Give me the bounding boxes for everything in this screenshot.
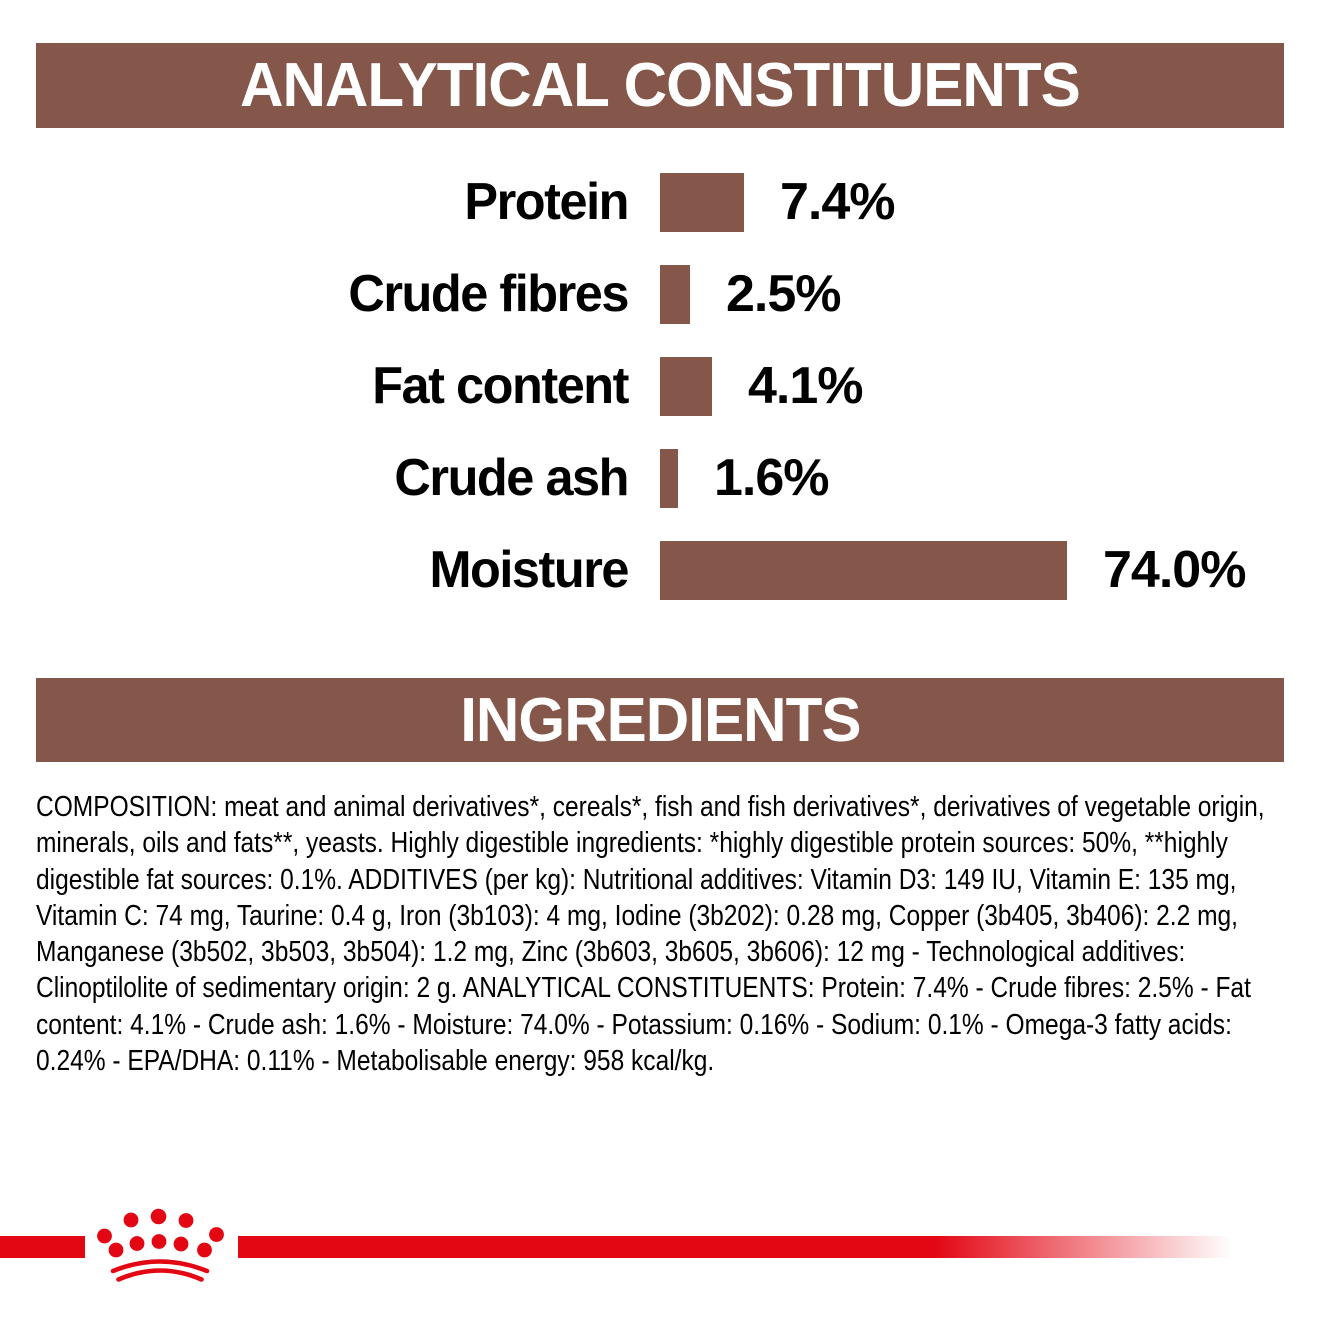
chart-bar (660, 172, 744, 232)
composition-text: COMPOSITION: meat and animal derivatives… (36, 791, 1265, 1078)
chart-row-protein: Protein 7.4% (36, 156, 1284, 248)
ingredients-header: INGREDIENTS (36, 678, 1284, 762)
chart-bar (660, 448, 678, 508)
analytical-constituents-title: ANALYTICAL CONSTITUENTS (240, 51, 1081, 120)
chart-row-fat-content: Fat content 4.1% (36, 340, 1284, 432)
chart-category-label: Crude ash (394, 449, 629, 507)
chart-row-crude-ash: Crude ash 1.6% (36, 432, 1284, 524)
chart-value-label: 74.0% (1103, 541, 1246, 599)
ingredients-title: INGREDIENTS (459, 685, 861, 755)
chart-value-label: 7.4% (780, 173, 896, 231)
chart-value-label: 2.5% (726, 265, 842, 323)
chart-category-label: Fat content (372, 357, 629, 415)
analytical-constituents-header: ANALYTICAL CONSTITUENTS (36, 43, 1284, 128)
royal-canin-crown-icon (97, 1208, 224, 1282)
chart-category-label: Moisture (429, 541, 629, 599)
chart-bar (660, 540, 1067, 600)
chart-value-label: 4.1% (748, 357, 864, 415)
chart-row-crude-fibres: Crude fibres 2.5% (36, 248, 1284, 340)
chart-category-label: Protein (464, 173, 629, 231)
chart-category-label: Crude fibres (348, 265, 629, 323)
chart-bar (660, 264, 690, 324)
accent-line-left (0, 1236, 85, 1258)
accent-line-right (238, 1236, 1232, 1258)
chart-bar (660, 356, 712, 416)
chart-value-label: 1.6% (714, 449, 830, 507)
analytical-constituents-chart: Protein 7.4% Crude fibres 2.5% Fat conte… (36, 156, 1284, 616)
chart-row-moisture: Moisture 74.0% (36, 524, 1284, 616)
